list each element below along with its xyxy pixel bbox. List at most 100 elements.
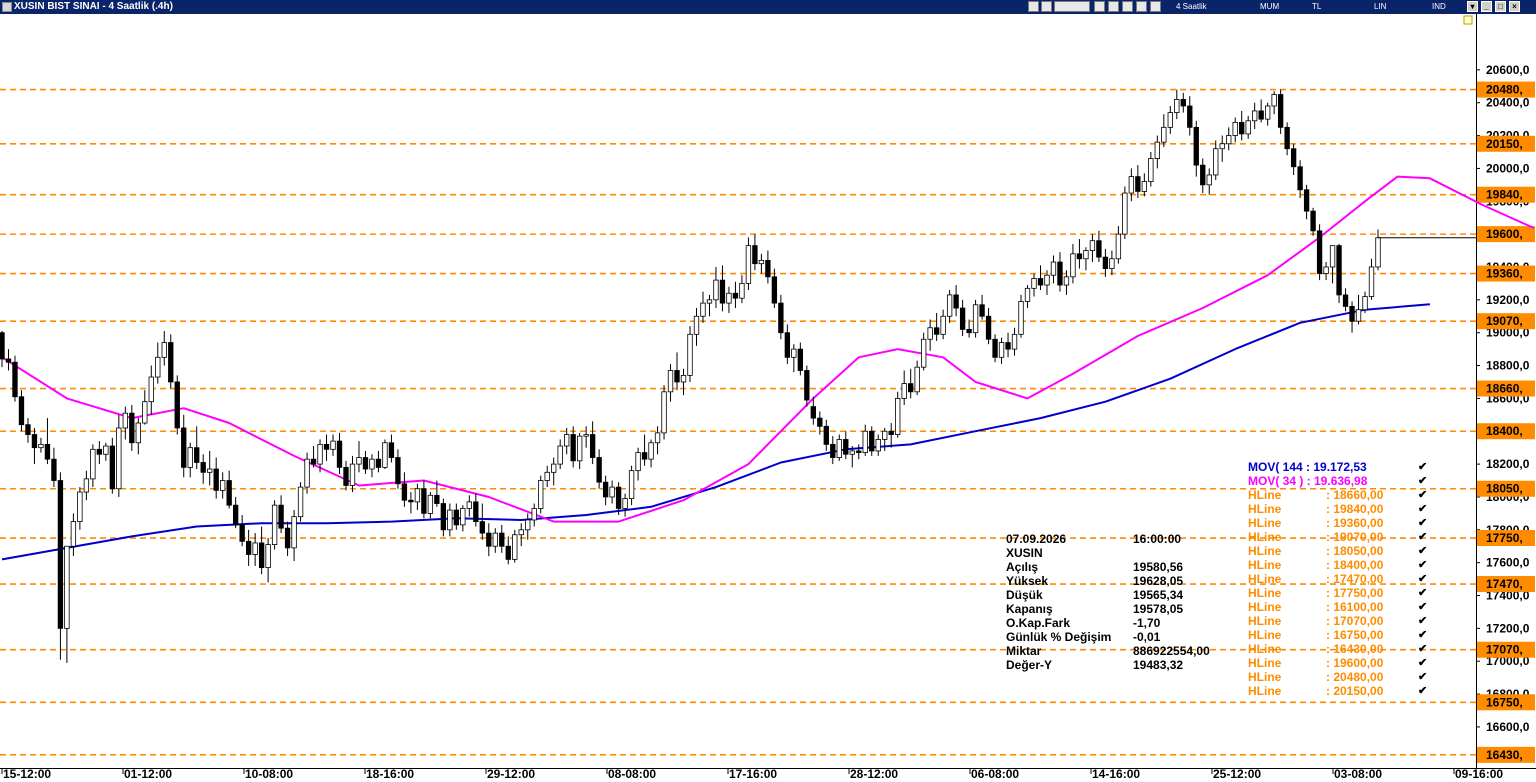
- period-label[interactable]: 4 Saatlik: [1176, 2, 1207, 11]
- hline-label: 19840,: [1486, 188, 1523, 202]
- candle-body: [719, 279, 726, 304]
- candle-body: [388, 442, 395, 458]
- legend-hline-value: : 20480,00: [1326, 670, 1384, 684]
- data-value: -1,70: [1133, 616, 1161, 630]
- close-icon[interactable]: ×: [1509, 1, 1520, 12]
- candle-body: [317, 443, 323, 465]
- candle-body: [615, 486, 622, 509]
- hline-label: 17750,: [1486, 531, 1523, 545]
- candle-body: [882, 430, 888, 440]
- check-icon[interactable]: ✔: [1418, 601, 1428, 613]
- candle-body: [810, 406, 816, 419]
- candle-body: [401, 483, 408, 501]
- check-icon[interactable]: ✔: [1418, 671, 1428, 683]
- candle-body: [1290, 148, 1297, 168]
- candle-body: [791, 348, 797, 358]
- candle-body: [1193, 126, 1199, 166]
- candle-body: [336, 440, 343, 468]
- candle-body: [44, 443, 51, 460]
- candle-body: [1277, 94, 1284, 128]
- y-tick-label: 20400,0: [1486, 96, 1530, 110]
- candle-body: [901, 383, 907, 399]
- candle-body: [1219, 143, 1225, 150]
- candle-body: [700, 302, 706, 317]
- data-label: Günlük % Değişim: [1006, 630, 1112, 644]
- maximize-button[interactable]: □: [1495, 1, 1506, 12]
- candle-body: [382, 442, 388, 468]
- check-icon[interactable]: ✔: [1418, 531, 1428, 543]
- indicator-menu[interactable]: IND: [1432, 2, 1446, 11]
- candle-body: [349, 463, 356, 486]
- candle-body: [161, 342, 167, 358]
- candle-body: [453, 509, 460, 526]
- candle-body: [972, 304, 979, 334]
- candle-body: [765, 260, 771, 278]
- refresh-icon[interactable]: [1094, 1, 1105, 12]
- zoom-in-icon[interactable]: [1122, 1, 1133, 12]
- draw-icon[interactable]: [1108, 1, 1119, 12]
- candle-body: [739, 283, 745, 299]
- candle-body: [220, 480, 226, 491]
- candle-body: [310, 458, 317, 465]
- check-icon[interactable]: ✔: [1418, 545, 1428, 557]
- candle-body: [1109, 258, 1115, 270]
- check-icon[interactable]: ✔: [1418, 489, 1428, 501]
- candle-body: [1011, 333, 1018, 350]
- legend-hline-name: HLine: [1248, 530, 1282, 544]
- check-icon[interactable]: ✔: [1418, 657, 1428, 669]
- candle-body: [576, 435, 583, 462]
- check-icon[interactable]: ✔: [1418, 559, 1428, 571]
- settings-window-button[interactable]: ▾: [1467, 1, 1478, 12]
- price-chart[interactable]: 16600,016800,017000,017200,017400,017600…: [0, 14, 1536, 782]
- candle-body: [927, 327, 933, 340]
- candle-body: [1076, 253, 1083, 260]
- check-icon[interactable]: ✔: [1418, 461, 1428, 473]
- check-icon[interactable]: ✔: [1418, 629, 1428, 641]
- print-icon[interactable]: [1150, 1, 1161, 12]
- zoom-out-icon[interactable]: [1136, 1, 1147, 12]
- candle-body: [544, 471, 550, 481]
- check-icon[interactable]: ✔: [1418, 503, 1428, 515]
- window-title: XUSIN BIST SINAI - 4 Saatlik (.4h): [14, 1, 173, 12]
- check-icon[interactable]: ✔: [1418, 615, 1428, 627]
- scale-mode[interactable]: LIN: [1374, 2, 1387, 11]
- period-selector[interactable]: [1054, 1, 1090, 12]
- x-tick-label: 28-12:00: [850, 767, 898, 781]
- candle-body: [512, 534, 518, 560]
- check-icon[interactable]: ✔: [1418, 517, 1428, 529]
- x-tick-label: 06-08:00: [971, 767, 1019, 781]
- candle-body: [499, 532, 505, 547]
- candle-body: [959, 307, 966, 330]
- check-icon[interactable]: ✔: [1418, 643, 1428, 655]
- check-icon[interactable]: ✔: [1418, 573, 1428, 585]
- legend-hline-value: : 17750,00: [1326, 586, 1384, 600]
- settings-icon[interactable]: [1041, 1, 1052, 12]
- candle-body: [440, 503, 447, 531]
- candle-body: [492, 532, 498, 547]
- check-icon[interactable]: ✔: [1418, 685, 1428, 697]
- candle-body: [427, 494, 434, 514]
- candle-body: [460, 508, 466, 526]
- candle-mode[interactable]: MUM: [1260, 2, 1280, 11]
- candle-body: [232, 504, 239, 526]
- check-icon[interactable]: ✔: [1418, 587, 1428, 599]
- candle-body: [155, 356, 161, 378]
- legend-hline-value: : 19360,00: [1326, 516, 1384, 530]
- currency-mode[interactable]: TL: [1312, 2, 1322, 11]
- data-value: 19565,34: [1133, 588, 1184, 602]
- chart-type-icon[interactable]: [1028, 1, 1039, 12]
- legend-hline-value: : 16100,00: [1326, 600, 1384, 614]
- minimize-button[interactable]: _: [1481, 1, 1492, 12]
- candle-body: [304, 458, 310, 488]
- candle-body: [797, 348, 804, 371]
- legend-hline-value: : 19070,00: [1326, 530, 1384, 544]
- candle-body: [1161, 126, 1167, 143]
- candle-body: [1271, 94, 1277, 107]
- candle-body: [408, 499, 414, 503]
- check-icon[interactable]: ✔: [1418, 475, 1428, 487]
- candle-body: [90, 448, 96, 480]
- candle-body: [570, 434, 576, 462]
- candle-body: [914, 366, 920, 393]
- candle-body: [1135, 176, 1141, 192]
- hline-label: 20480,: [1486, 83, 1523, 97]
